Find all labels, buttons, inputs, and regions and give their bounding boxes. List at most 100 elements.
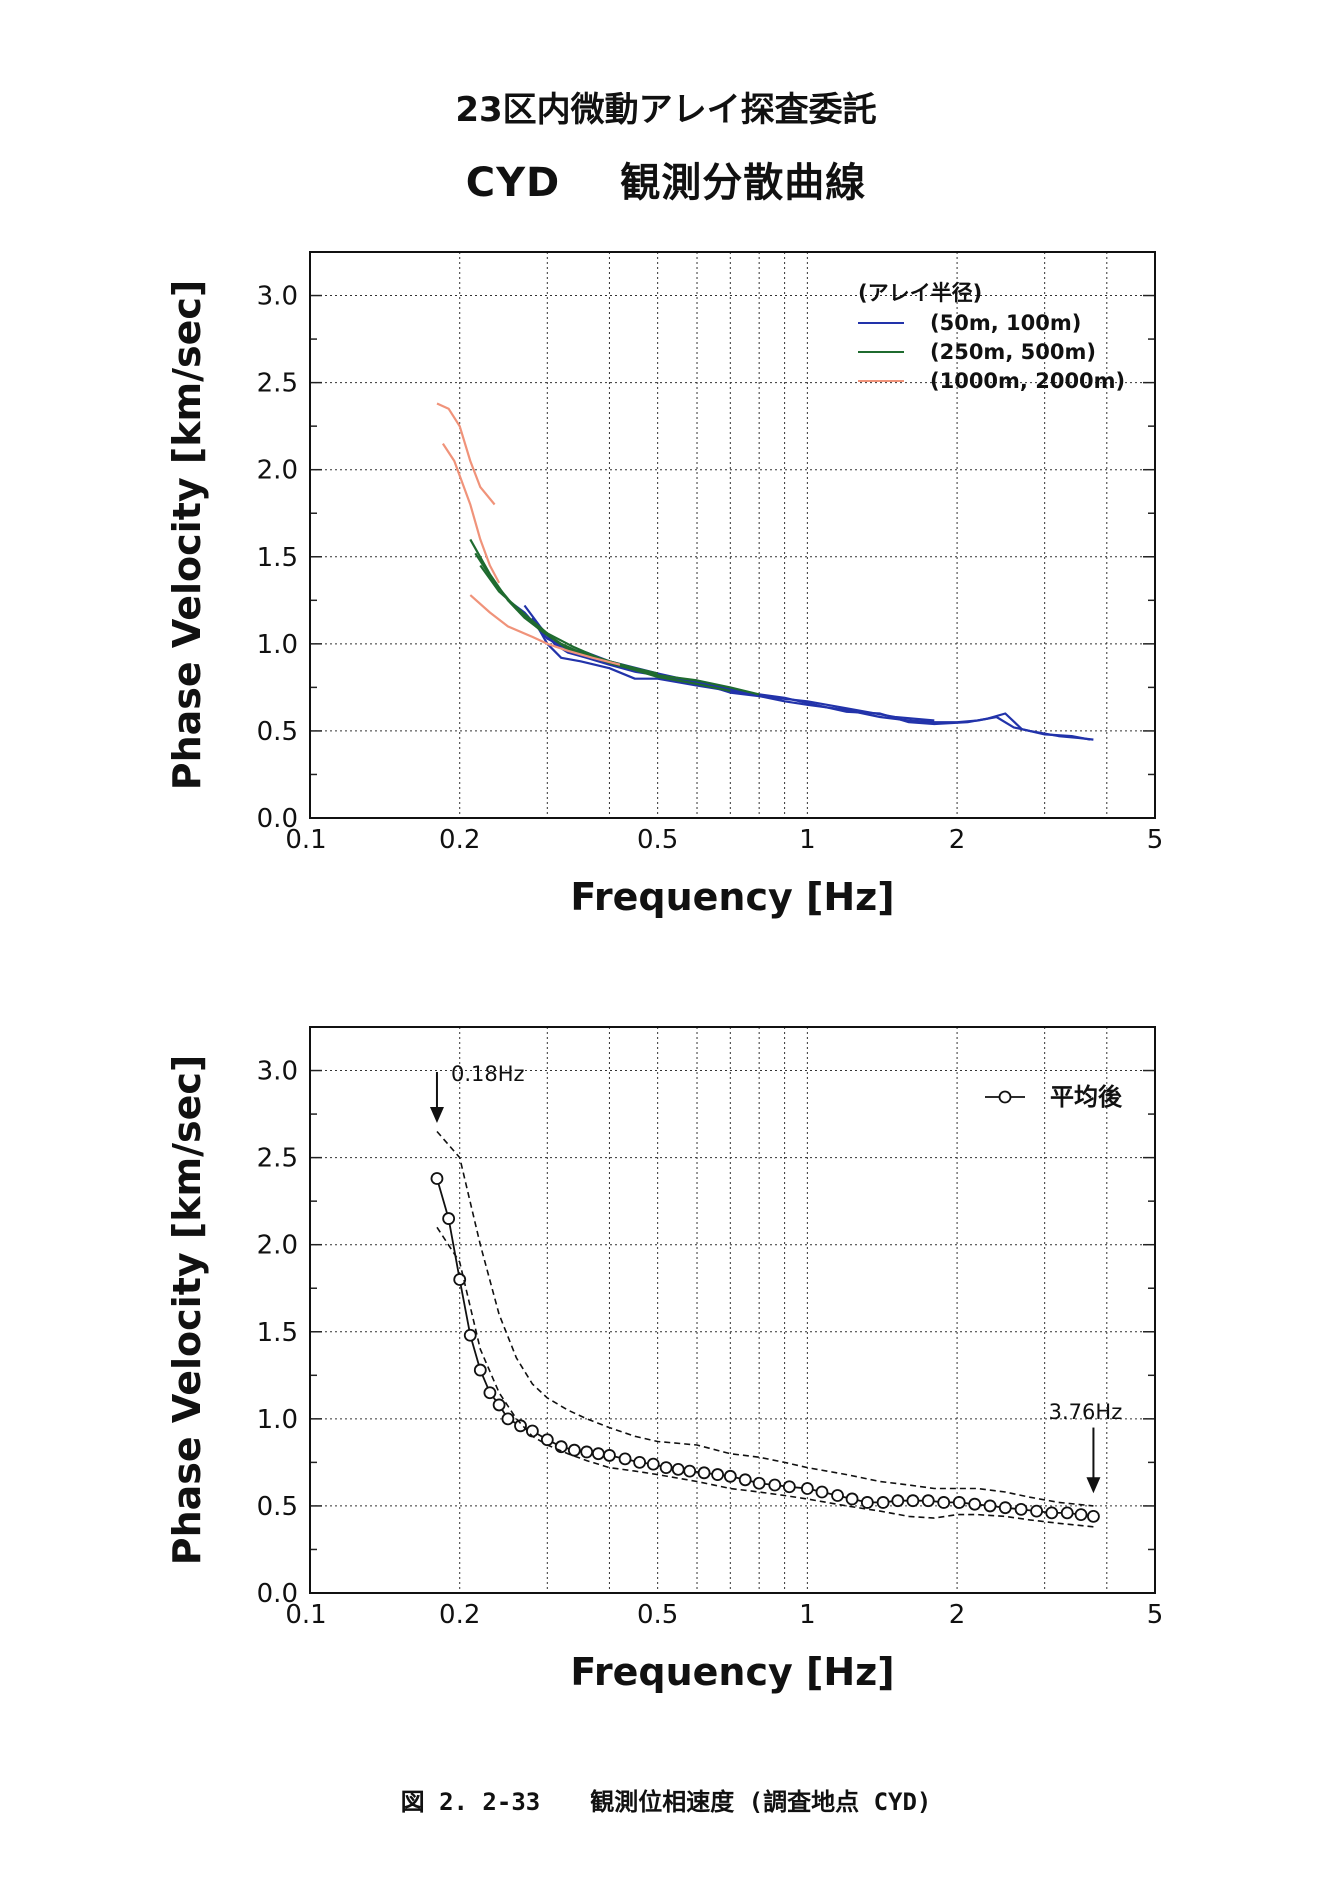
plot-frame [309, 251, 1156, 819]
dispersion-chart-raw: 0.0 0.5 1.0 1.5 2.0 2.5 3.0 0.1 0.2 0.5 1 2 5 Frequen… [165, 251, 1164, 919]
data-point [876, 1496, 890, 1509]
data-point [738, 1473, 752, 1487]
y-tick-label: 1.0 [257, 630, 298, 660]
data-point [860, 1496, 874, 1509]
y-tick-label: 2.0 [257, 456, 298, 486]
series-line [441, 442, 501, 584]
y-tick-label: 0.0 [257, 804, 298, 834]
dispersion-chart-averaged: 0.0 0.5 1.0 1.5 2.0 2.5 3.0 0.1 0.2 0.5 1 2 5 Frequen… [165, 1026, 1164, 1694]
data-point [492, 1398, 506, 1412]
data-point [659, 1461, 673, 1475]
plot-frame [309, 1026, 1156, 1594]
y-tick-label: 1.5 [257, 1318, 298, 1348]
figure-caption: 図 2. 2-33 観測位相速度 (調査地点 CYD) [0, 1782, 1332, 1817]
series-line [436, 402, 496, 506]
series-line [479, 564, 658, 675]
x-tick-label: 0.2 [439, 1600, 480, 1630]
y-tick-label: 1.5 [257, 543, 298, 573]
x-axis-label: Frequency [Hz] [570, 1650, 894, 1694]
legend-label: 平均後 [1050, 1083, 1123, 1111]
x-tick-label: 1 [799, 825, 816, 855]
data-point [768, 1478, 782, 1492]
series-line [436, 1178, 1094, 1518]
data-point [1045, 1506, 1059, 1520]
y-axis-label: Phase Velocity [km/sec] [165, 280, 209, 791]
data-point [1030, 1504, 1043, 1518]
data-point [646, 1457, 660, 1471]
y-tick-label: 0.5 [257, 1492, 298, 1522]
confidence-bound-line [436, 1226, 1094, 1528]
data-point [998, 1501, 1012, 1515]
confidence-bound-line [436, 1130, 1094, 1507]
data-point [603, 1449, 616, 1462]
data-point [723, 1469, 737, 1483]
y-tick-label: 3.0 [257, 282, 298, 312]
data-point [671, 1462, 685, 1476]
data-point [514, 1419, 527, 1433]
x-tick-label: 0.5 [637, 825, 678, 855]
annotation-arrow-head [1086, 1477, 1101, 1494]
y-axis-label: Phase Velocity [km/sec] [165, 1055, 209, 1566]
legend-marker [998, 1090, 1012, 1104]
data-point [697, 1466, 711, 1480]
data-point [845, 1492, 859, 1506]
data-point [1074, 1508, 1088, 1522]
site-code: CYD [465, 160, 561, 206]
y-tick-label: 0.0 [257, 1579, 298, 1609]
x-axis-label: Frequency [Hz] [570, 875, 894, 919]
figure-number: 図 2. 2-33 [400, 1788, 541, 1816]
y-tick-label: 3.0 [257, 1057, 298, 1087]
x-tick-label: 0.1 [285, 1600, 326, 1630]
title-text: 観測分散曲線 [620, 160, 867, 206]
data-point [921, 1494, 935, 1508]
data-point [442, 1212, 456, 1225]
x-tick-label: 2 [949, 825, 966, 855]
x-tick-label: 0.5 [637, 1600, 678, 1630]
x-tick-label: 5 [1147, 825, 1164, 855]
data-point [1087, 1509, 1100, 1523]
data-point [618, 1452, 632, 1466]
data-point [937, 1496, 951, 1509]
annotation-arrow-head [429, 1107, 444, 1123]
y-tick-label: 2.5 [257, 1144, 298, 1174]
x-tick-label: 2 [949, 1600, 966, 1630]
data-point [782, 1480, 796, 1494]
data-point [591, 1447, 605, 1461]
series-line [523, 604, 1094, 741]
chart-main-title: CYD 観測分散曲線 [0, 150, 1332, 208]
data-point [540, 1433, 554, 1447]
data-point [1060, 1506, 1074, 1520]
x-tick-label: 0.1 [285, 825, 326, 855]
y-tick-label: 0.5 [257, 717, 298, 747]
data-point [633, 1455, 647, 1469]
data-point [430, 1172, 444, 1185]
figure-text: 観測位相速度 (調査地点 CYD) [590, 1788, 932, 1816]
data-point [463, 1328, 477, 1342]
series-line [469, 594, 621, 666]
data-point [453, 1273, 467, 1286]
data-point [483, 1386, 497, 1400]
data-point [815, 1485, 829, 1499]
data-point [501, 1412, 515, 1426]
data-point [983, 1499, 997, 1513]
x-tick-label: 1 [799, 1600, 816, 1630]
annotation-label: 3.76Hz [1049, 1400, 1123, 1424]
page-title: 23区内微動アレイ探査委託 [455, 90, 877, 130]
data-point [567, 1443, 581, 1457]
data-point [525, 1424, 539, 1438]
data-point [683, 1464, 697, 1478]
legend-label: (250m, 500m) [930, 340, 1096, 364]
y-tick-label: 2.5 [257, 369, 298, 399]
series-line [531, 617, 1091, 741]
series-line [474, 552, 731, 692]
x-tick-label: 0.2 [439, 825, 480, 855]
data-point [1014, 1503, 1028, 1516]
data-point [891, 1494, 905, 1508]
annotation-label: 0.18Hz [451, 1062, 525, 1086]
x-tick-label: 5 [1147, 1600, 1164, 1630]
legend-title: (アレイ半径) [858, 281, 982, 305]
data-point [831, 1489, 844, 1502]
y-tick-label: 2.0 [257, 1231, 298, 1261]
data-point [711, 1468, 725, 1481]
data-point [752, 1476, 766, 1490]
